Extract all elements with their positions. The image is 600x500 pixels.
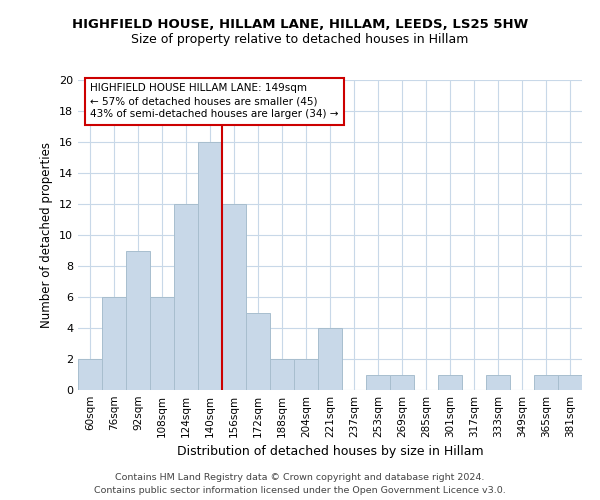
Bar xyxy=(174,204,198,390)
Bar xyxy=(102,297,126,390)
Bar xyxy=(366,374,390,390)
Bar xyxy=(390,374,414,390)
Bar xyxy=(534,374,558,390)
Bar xyxy=(318,328,342,390)
Bar xyxy=(438,374,462,390)
X-axis label: Distribution of detached houses by size in Hillam: Distribution of detached houses by size … xyxy=(176,446,484,458)
Bar xyxy=(486,374,510,390)
Text: Contains public sector information licensed under the Open Government Licence v3: Contains public sector information licen… xyxy=(94,486,506,495)
Bar xyxy=(246,312,270,390)
Bar xyxy=(150,297,174,390)
Bar xyxy=(222,204,246,390)
Y-axis label: Number of detached properties: Number of detached properties xyxy=(40,142,53,328)
Text: Contains HM Land Registry data © Crown copyright and database right 2024.: Contains HM Land Registry data © Crown c… xyxy=(115,474,485,482)
Bar xyxy=(198,142,222,390)
Bar xyxy=(270,359,294,390)
Text: HIGHFIELD HOUSE HILLAM LANE: 149sqm
← 57% of detached houses are smaller (45)
43: HIGHFIELD HOUSE HILLAM LANE: 149sqm ← 57… xyxy=(91,83,339,120)
Text: HIGHFIELD HOUSE, HILLAM LANE, HILLAM, LEEDS, LS25 5HW: HIGHFIELD HOUSE, HILLAM LANE, HILLAM, LE… xyxy=(72,18,528,30)
Text: Size of property relative to detached houses in Hillam: Size of property relative to detached ho… xyxy=(131,32,469,46)
Bar xyxy=(294,359,318,390)
Bar xyxy=(558,374,582,390)
Bar xyxy=(126,250,150,390)
Bar xyxy=(78,359,102,390)
